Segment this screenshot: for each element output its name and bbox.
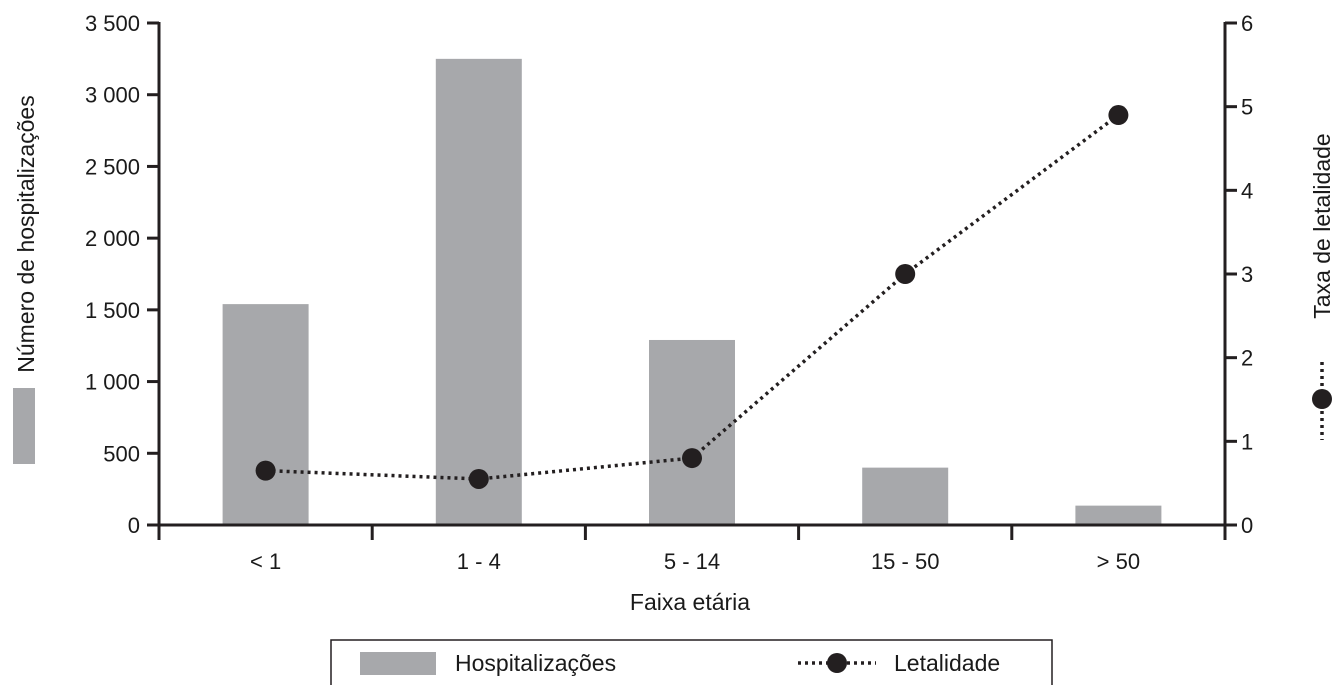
legend-line-marker bbox=[827, 653, 847, 673]
y-right-tick-label-1: 1 bbox=[1241, 429, 1253, 454]
y-left-tick-label-0: 0 bbox=[128, 513, 140, 538]
y-left-tick-label-6: 3 000 bbox=[85, 83, 140, 108]
bar-3 bbox=[862, 467, 949, 525]
y-left-tick-label-3: 1 500 bbox=[85, 298, 140, 323]
y-right-tick-label-6: 6 bbox=[1241, 11, 1253, 36]
y-left-tick-label-2: 1 000 bbox=[85, 370, 140, 395]
bar-1 bbox=[435, 58, 522, 525]
letalidade-point-0 bbox=[255, 460, 276, 481]
y-left-tick-label-7: 3 500 bbox=[85, 11, 140, 36]
y-axis-left-title-group: Número de hospitalizações bbox=[13, 95, 39, 464]
y-right-tick-label-5: 5 bbox=[1241, 95, 1253, 120]
y-left-tick-label-4: 2 000 bbox=[85, 226, 140, 251]
y-right-tick-label-0: 0 bbox=[1241, 513, 1253, 538]
y-left-tick-label-5: 2 500 bbox=[85, 154, 140, 179]
letalidade-point-1 bbox=[468, 468, 489, 489]
x-tick-label-3: 15 - 50 bbox=[871, 549, 940, 574]
line-series-group bbox=[255, 105, 1129, 489]
x-tick-label-1: 1 - 4 bbox=[457, 549, 501, 574]
y-axis-left-title: Número de hospitalizações bbox=[13, 95, 39, 372]
letalidade-point-4 bbox=[1108, 105, 1129, 126]
x-tick-label-0: < 1 bbox=[250, 549, 281, 574]
x-axis-title: Faixa etária bbox=[630, 589, 750, 615]
y-right-tick-label-4: 4 bbox=[1241, 178, 1253, 203]
axes-group: 0 500 1 000 1 500 2 000 2 500 3 000 3 500 0 1 2 3 4 5… bbox=[85, 11, 1253, 574]
legend-bar-swatch bbox=[360, 652, 436, 675]
y-axis-right-title-group: Taxa de letalidade bbox=[1309, 133, 1335, 440]
y-axis-left-swatch bbox=[13, 388, 35, 464]
legend-label-hospitalizacoes: Hospitalizações bbox=[455, 650, 616, 676]
legend-label-letalidade: Letalidade bbox=[894, 650, 1000, 676]
y-axis-right-title: Taxa de letalidade bbox=[1309, 133, 1335, 318]
y-left-tick-label-1: 500 bbox=[103, 441, 140, 466]
y-right-tick-label-2: 2 bbox=[1241, 346, 1253, 371]
bar-2 bbox=[649, 339, 735, 525]
bars-group bbox=[222, 58, 1162, 525]
letalidade-point-3 bbox=[895, 264, 916, 284]
legend-box bbox=[330, 639, 1053, 685]
x-tick-label-2: 5 - 14 bbox=[664, 549, 720, 574]
legend: Hospitalizações Letalidade bbox=[330, 639, 1053, 685]
letalidade-point-2 bbox=[682, 448, 702, 469]
bar-0 bbox=[222, 304, 309, 525]
y-axis-right-marker bbox=[1312, 389, 1332, 409]
y-right-tick-label-3: 3 bbox=[1241, 262, 1253, 287]
x-tick-label-4: > 50 bbox=[1097, 549, 1140, 574]
bar-4 bbox=[1075, 505, 1162, 525]
